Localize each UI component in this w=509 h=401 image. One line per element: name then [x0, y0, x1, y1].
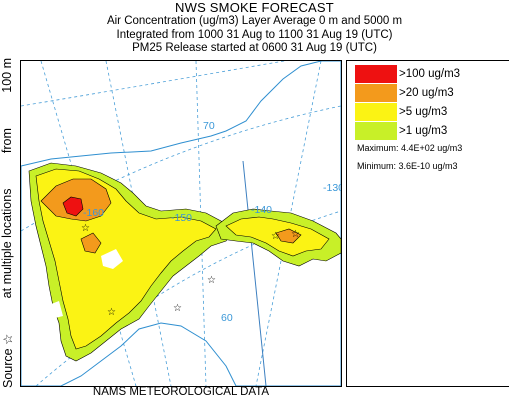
lat-label-60: 60: [221, 312, 233, 324]
smoke-map: ☆ ☆ ☆ ☆ ☆ ☆ 70 -130 -160 -150 -140 60: [21, 61, 341, 386]
lat-label-70: 70: [203, 120, 215, 132]
latitude-line: [21, 61, 287, 107]
subtitle-integration: Integrated from 1000 31 Aug to 1100 31 A…: [116, 29, 393, 41]
fire-sources: ☆ ☆ ☆ ☆ ☆ ☆: [81, 223, 300, 318]
legend-label: >20 ug/m3: [399, 87, 454, 99]
fire-source-marker: ☆: [81, 223, 90, 234]
legend-swatch: [355, 103, 397, 121]
border-line: [242, 160, 267, 386]
legend-swatch: [355, 122, 397, 140]
fire-source-marker: ☆: [207, 275, 216, 286]
lon-label-160: -160: [83, 207, 104, 219]
multiple-locations-text: at multiple locations: [0, 188, 14, 299]
legend-item-1: >1 ug/m3: [355, 122, 447, 140]
fire-source-marker: ☆: [271, 231, 280, 242]
fire-source-marker: ☆: [173, 303, 182, 314]
lon-label-130: -130: [323, 182, 341, 194]
from-text: from: [0, 128, 14, 154]
lon-label-150: -150: [171, 212, 192, 224]
legend-item-100: >100 ug/m3: [355, 65, 460, 83]
legend-item-20: >20 ug/m3: [355, 84, 454, 102]
plume-level100: [62, 196, 84, 217]
subtitle-release: PM25 Release started at 0600 31 Aug 19 (…: [132, 42, 377, 54]
longitude-line: [255, 61, 322, 386]
legend-swatch: [355, 84, 397, 102]
coastline: [21, 61, 341, 386]
fire-source-marker: ☆: [107, 307, 116, 318]
height-text: 100 m: [0, 58, 14, 93]
legend-label: >5 ug/m3: [399, 106, 448, 118]
legend-swatch: [355, 65, 397, 83]
source-label: Source ☆ at multiple locations from 100 …: [0, 58, 16, 388]
subtitle-concentration: Air Concentration (ug/m3) Layer Average …: [106, 15, 403, 27]
minimum-value: Minimum: 3.6E-10 ug/m3: [357, 161, 458, 171]
lon-label-140: -140: [251, 204, 272, 216]
legend-label: >1 ug/m3: [399, 125, 448, 137]
fire-source-marker: ☆: [291, 229, 300, 240]
source-text: Source ☆: [1, 333, 15, 388]
plume-east-level5: [225, 216, 330, 257]
legend-label: >100 ug/m3: [399, 68, 461, 80]
grid-labels: 70 -130 -160 -150 -140 60: [83, 120, 341, 324]
clear-area: [46, 301, 63, 319]
plume-level20: [80, 232, 102, 254]
longitude-line: [105, 61, 172, 386]
legend-item-5: >5 ug/m3: [355, 103, 447, 121]
page-title: NWS SMOKE FORECAST: [175, 0, 334, 15]
plume-level20: [275, 228, 302, 244]
legend-panel: >100 ug/m3 >20 ug/m3 >5 ug/m3 >1 ug/m3 M…: [346, 60, 509, 387]
map-panel[interactable]: ☆ ☆ ☆ ☆ ☆ ☆ 70 -130 -160 -150 -140 60: [20, 60, 342, 387]
met-data-label: NAMS METEOROLOGICAL DATA: [92, 386, 270, 398]
clear-area: [101, 249, 123, 269]
maximum-value: Maximum: 4.4E+02 ug/m3: [357, 143, 463, 153]
